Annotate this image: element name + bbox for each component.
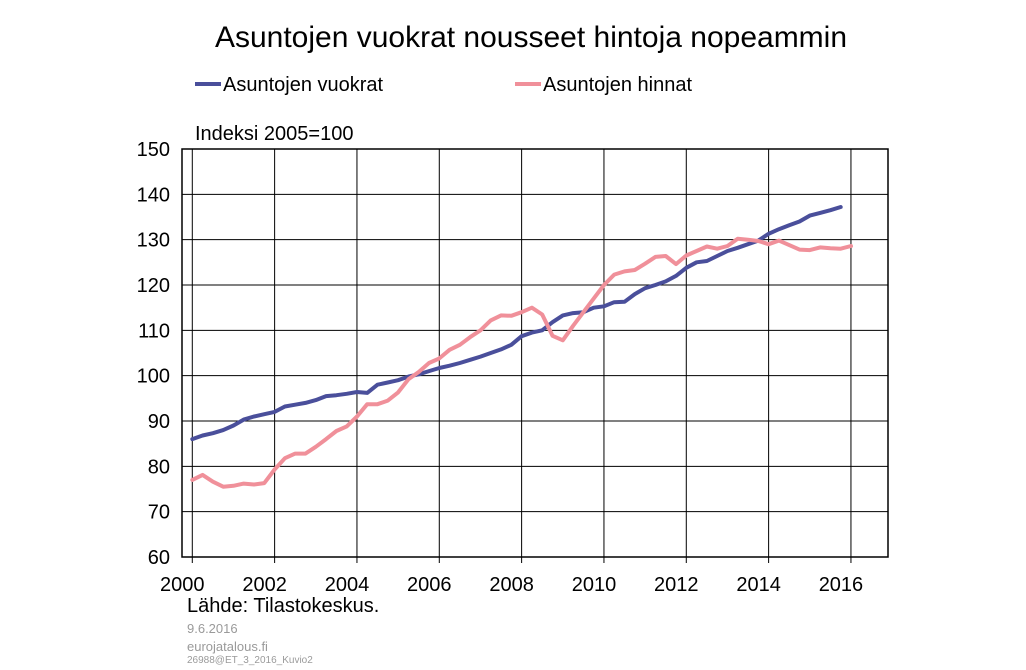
x-tick-label: 2008 bbox=[489, 574, 534, 595]
legend-label-2: Asuntojen hinnat bbox=[543, 74, 692, 96]
y-tick-label: 150 bbox=[137, 139, 170, 161]
y-tick-label: 140 bbox=[137, 184, 170, 206]
y-tick-label: 100 bbox=[137, 366, 170, 388]
series-line-1 bbox=[190, 205, 843, 442]
chart-title: Asuntojen vuokrat nousseet hintoja nopea… bbox=[215, 21, 847, 54]
x-tick-label: 2016 bbox=[819, 574, 864, 595]
y-tick-label: 120 bbox=[137, 275, 170, 297]
chart: Asuntojen vuokrat nousseet hintoja nopea… bbox=[137, 21, 889, 595]
footer-date: 9.6.2016 bbox=[187, 621, 238, 636]
x-tick-label: 2004 bbox=[325, 574, 370, 595]
series-line-2 bbox=[190, 236, 853, 489]
legend: Asuntojen vuokrat Asuntojen hinnat bbox=[195, 74, 692, 96]
y-tick-label: 70 bbox=[148, 502, 170, 524]
x-tick-label: 2012 bbox=[654, 574, 699, 595]
x-tick-label: 2010 bbox=[572, 574, 617, 595]
y-tick-label: 80 bbox=[148, 456, 170, 478]
footer-site: eurojatalous.fi bbox=[187, 639, 268, 654]
x-tick-label: 2000 bbox=[160, 574, 205, 595]
y-tick-label: 90 bbox=[148, 411, 170, 433]
footer-code: 26988@ET_3_2016_Kuvio2 bbox=[187, 655, 313, 666]
axes: 60 70 80 90 100 110 120 130 140 150 2000 2002 2004 20… bbox=[137, 139, 864, 595]
y-tick-label: 130 bbox=[137, 230, 170, 252]
source-note: Lähde: Tilastokeskus. bbox=[187, 595, 380, 617]
x-tick-label: 2002 bbox=[242, 574, 287, 595]
series-group bbox=[190, 205, 853, 489]
y-axis-label: Indeksi 2005=100 bbox=[195, 123, 353, 145]
y-tick-label: 110 bbox=[138, 320, 170, 342]
plot-frame bbox=[181, 148, 889, 558]
y-tick-label: 60 bbox=[148, 547, 170, 569]
x-tick-label: 2006 bbox=[407, 574, 452, 595]
grid bbox=[182, 149, 888, 557]
x-tick-label: 2014 bbox=[736, 574, 781, 595]
legend-label-1: Asuntojen vuokrat bbox=[223, 74, 384, 96]
